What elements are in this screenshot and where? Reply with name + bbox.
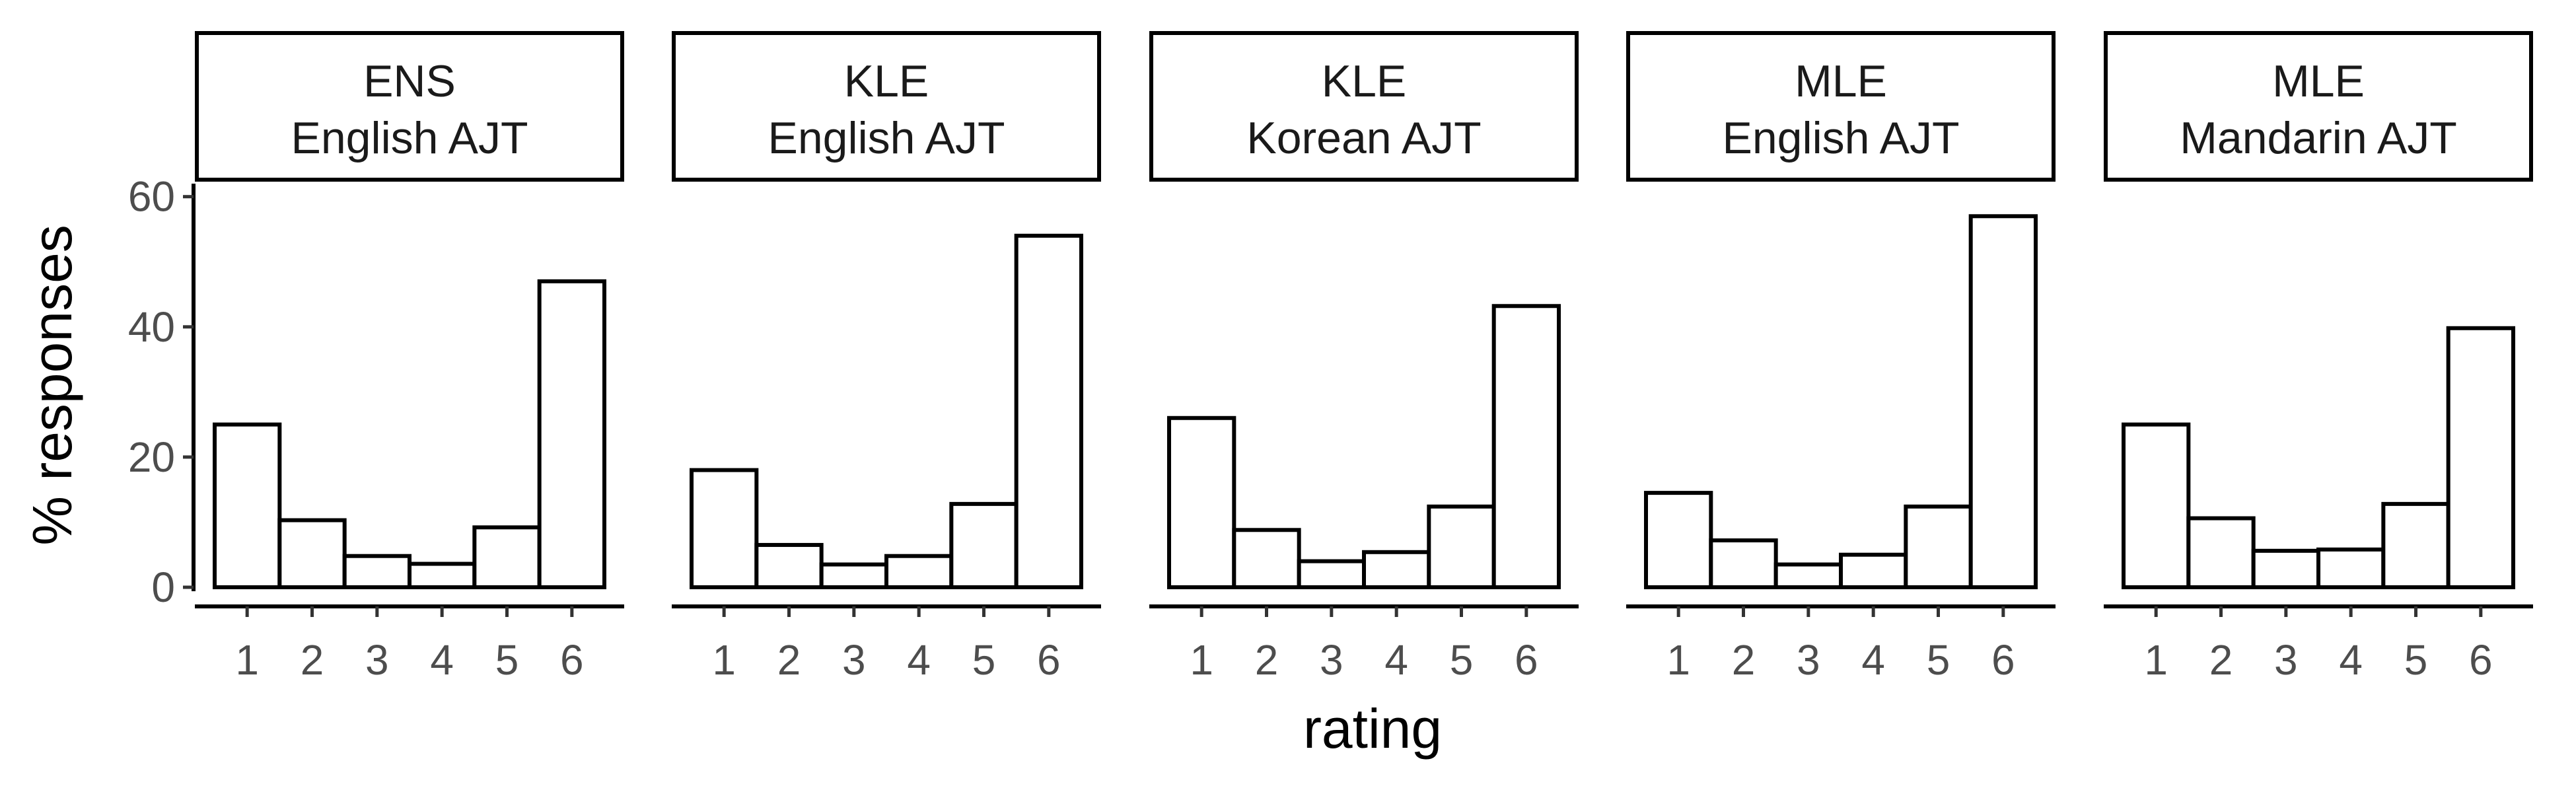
facet-strip xyxy=(2104,31,2533,182)
x-tick-label: 1 xyxy=(1190,636,1213,684)
bar xyxy=(1968,214,2038,590)
x-tick-label: 2 xyxy=(1732,636,1756,684)
bar xyxy=(1362,550,1431,590)
x-tick-label: 4 xyxy=(1384,636,1408,684)
bar xyxy=(472,525,542,590)
x-tick-label: 6 xyxy=(1991,636,2015,684)
x-tick-label: 1 xyxy=(1666,636,1690,684)
x-tick-label: 5 xyxy=(495,636,519,684)
bar xyxy=(2122,422,2191,589)
bar xyxy=(1014,233,1083,590)
bar xyxy=(213,422,282,589)
facet-strip-task-label: English AJT xyxy=(1722,113,1959,163)
bar xyxy=(537,279,607,589)
bar xyxy=(1709,538,1778,590)
bar xyxy=(408,561,477,590)
bar xyxy=(1773,562,1843,589)
bar xyxy=(1904,504,1973,589)
facet-strip xyxy=(672,31,1101,182)
facet-strip-task-label: Mandarin AJT xyxy=(2180,113,2457,163)
bar xyxy=(690,468,759,590)
y-tick-label: 20 xyxy=(128,433,175,481)
bar xyxy=(1232,528,1301,589)
x-tick-label: 5 xyxy=(2404,636,2428,684)
bar xyxy=(819,562,888,589)
x-tick-label: 3 xyxy=(1320,636,1343,684)
x-tick-label: 6 xyxy=(1515,636,1538,684)
facet-strip xyxy=(195,31,624,182)
bar xyxy=(949,501,1019,590)
facet-strip-task-label: English AJT xyxy=(768,113,1005,163)
bar xyxy=(1297,559,1366,589)
bar xyxy=(754,542,824,589)
bar xyxy=(884,554,954,590)
facet-strip-group-label: KLE xyxy=(844,56,929,106)
x-tick-label: 3 xyxy=(842,636,866,684)
facet-strip-task-label: Korean AJT xyxy=(1246,113,1481,163)
x-tick-label: 4 xyxy=(430,636,454,684)
x-axis-title: rating xyxy=(1303,698,1442,760)
bar xyxy=(1644,491,1713,590)
y-tick-label: 40 xyxy=(128,303,175,351)
bar xyxy=(2186,516,2256,589)
y-tick-label: 0 xyxy=(151,563,175,611)
x-tick-label: 2 xyxy=(1255,636,1279,684)
x-tick-label: 4 xyxy=(1861,636,1885,684)
facet-strip-task-label: English AJT xyxy=(291,113,528,163)
facet-strip-group-label: MLE xyxy=(2272,56,2365,106)
x-tick-label: 1 xyxy=(2144,636,2168,684)
x-tick-label: 6 xyxy=(2469,636,2493,684)
x-tick-label: 5 xyxy=(972,636,996,684)
x-tick-label: 2 xyxy=(301,636,324,684)
x-tick-label: 2 xyxy=(2209,636,2233,684)
facet-strip-group-label: MLE xyxy=(1795,56,1887,106)
facet-strip-group-label: KLE xyxy=(1322,56,1407,106)
x-tick-label: 1 xyxy=(712,636,736,684)
x-tick-label: 5 xyxy=(1450,636,1474,684)
x-tick-label: 6 xyxy=(1037,636,1061,684)
bar xyxy=(1491,304,1561,589)
x-tick-label: 1 xyxy=(235,636,259,684)
facet-strip xyxy=(1626,31,2056,182)
x-tick-label: 3 xyxy=(2274,636,2298,684)
bar xyxy=(2446,326,2516,589)
bar xyxy=(2251,548,2321,590)
bar xyxy=(1167,416,1236,589)
x-tick-label: 4 xyxy=(907,636,931,684)
x-tick-label: 3 xyxy=(365,636,389,684)
bar xyxy=(2316,547,2386,589)
bar xyxy=(1427,504,1496,589)
bar xyxy=(277,518,347,590)
bar xyxy=(342,554,412,590)
x-tick-label: 6 xyxy=(560,636,584,684)
bar xyxy=(1839,552,1908,590)
x-tick-label: 3 xyxy=(1797,636,1820,684)
y-tick-label: 60 xyxy=(128,173,175,221)
y-axis-title: % responses xyxy=(21,225,83,546)
x-tick-label: 5 xyxy=(1927,636,1950,684)
x-tick-label: 2 xyxy=(777,636,801,684)
facet-strip xyxy=(1149,31,1579,182)
x-tick-label: 4 xyxy=(2339,636,2363,684)
facet-strip-group-label: ENS xyxy=(363,56,456,106)
bar xyxy=(2381,501,2451,590)
